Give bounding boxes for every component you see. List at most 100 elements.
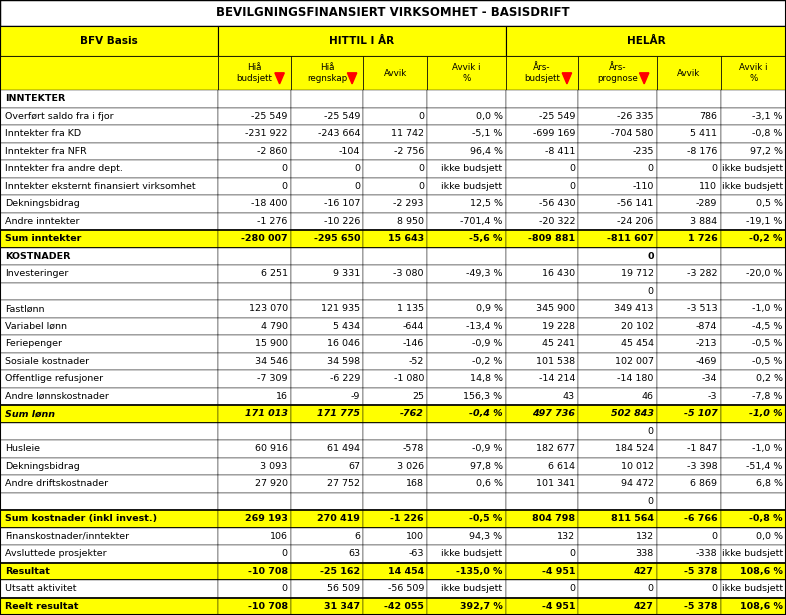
Bar <box>657 300 721 317</box>
Text: -5,6 %: -5,6 % <box>469 234 502 244</box>
Bar <box>721 563 786 580</box>
Text: -469: -469 <box>696 357 718 366</box>
Text: -280 007: -280 007 <box>241 234 288 244</box>
Bar <box>291 563 363 580</box>
Text: 0: 0 <box>711 584 718 593</box>
Bar <box>578 545 657 563</box>
Bar <box>0 265 219 282</box>
Bar <box>427 423 505 440</box>
Text: 61 494: 61 494 <box>327 444 360 453</box>
Text: -701,4 %: -701,4 % <box>460 216 502 226</box>
Text: -0,5 %: -0,5 % <box>752 339 783 348</box>
Text: -809 881: -809 881 <box>528 234 575 244</box>
Text: 168: 168 <box>406 479 424 488</box>
Bar <box>219 510 291 528</box>
Text: 349 413: 349 413 <box>615 304 654 313</box>
Bar <box>505 493 578 510</box>
Bar <box>0 563 219 580</box>
Bar <box>505 26 786 56</box>
Text: -704 580: -704 580 <box>612 129 654 138</box>
Text: -24 206: -24 206 <box>617 216 654 226</box>
Bar <box>363 423 427 440</box>
Bar <box>291 458 363 475</box>
Text: 45 454: 45 454 <box>621 339 654 348</box>
Bar <box>505 317 578 335</box>
Bar <box>363 108 427 125</box>
Bar <box>578 282 657 300</box>
Text: 171 775: 171 775 <box>318 409 360 418</box>
Bar <box>427 56 505 90</box>
Bar <box>219 160 291 178</box>
Bar <box>657 178 721 195</box>
Text: Utsatt aktivitet: Utsatt aktivitet <box>5 584 76 593</box>
Bar <box>0 282 219 300</box>
Bar <box>0 493 219 510</box>
Bar <box>657 370 721 387</box>
Text: 182 677: 182 677 <box>536 444 575 453</box>
Text: -0,9 %: -0,9 % <box>472 339 502 348</box>
Text: -10 708: -10 708 <box>248 601 288 611</box>
Bar <box>657 475 721 493</box>
Bar <box>505 475 578 493</box>
Text: -1 847: -1 847 <box>687 444 718 453</box>
Text: 0,6 %: 0,6 % <box>476 479 502 488</box>
Text: 108,6 %: 108,6 % <box>740 567 783 576</box>
Bar <box>721 300 786 317</box>
Bar <box>219 282 291 300</box>
Bar <box>219 125 291 143</box>
Bar <box>219 300 291 317</box>
Text: -34: -34 <box>702 375 718 383</box>
Bar <box>291 387 363 405</box>
Bar <box>219 493 291 510</box>
Bar <box>505 335 578 352</box>
Bar <box>0 458 219 475</box>
Bar <box>657 563 721 580</box>
Text: Overført saldo fra i fjor: Overført saldo fra i fjor <box>5 112 113 121</box>
Bar <box>363 370 427 387</box>
Bar <box>657 510 721 528</box>
Text: 31 347: 31 347 <box>324 601 360 611</box>
Bar <box>505 230 578 247</box>
Text: -1 080: -1 080 <box>394 375 424 383</box>
Text: 19 712: 19 712 <box>621 269 654 278</box>
Text: -762: -762 <box>400 409 424 418</box>
Bar <box>578 90 657 108</box>
Bar <box>363 213 427 230</box>
Text: Inntekter fra KD: Inntekter fra KD <box>5 129 81 138</box>
Text: -14 180: -14 180 <box>617 375 654 383</box>
Text: -213: -213 <box>696 339 718 348</box>
Text: ikke budsjett: ikke budsjett <box>442 182 502 191</box>
Bar <box>363 178 427 195</box>
Bar <box>0 300 219 317</box>
Bar <box>505 195 578 213</box>
Bar <box>578 528 657 545</box>
Bar <box>219 563 291 580</box>
Text: 97,2 %: 97,2 % <box>750 147 783 156</box>
Text: 0: 0 <box>648 164 654 173</box>
Text: -25 549: -25 549 <box>538 112 575 121</box>
Bar <box>219 90 291 108</box>
Bar <box>427 230 505 247</box>
Text: -146: -146 <box>402 339 424 348</box>
Bar <box>219 26 505 56</box>
Bar <box>291 510 363 528</box>
Bar <box>219 230 291 247</box>
Bar <box>427 475 505 493</box>
Bar <box>291 405 363 423</box>
Text: 46: 46 <box>641 392 654 401</box>
Bar <box>657 160 721 178</box>
Polygon shape <box>640 73 649 84</box>
Text: -1 276: -1 276 <box>257 216 288 226</box>
Bar <box>363 475 427 493</box>
Text: -9: -9 <box>351 392 360 401</box>
Bar <box>0 160 219 178</box>
Bar <box>505 528 578 545</box>
Bar <box>219 56 291 90</box>
Text: -20 322: -20 322 <box>538 216 575 226</box>
Bar <box>0 90 219 108</box>
Text: -338: -338 <box>696 549 718 558</box>
Bar <box>291 108 363 125</box>
Bar <box>505 352 578 370</box>
Text: 184 524: 184 524 <box>615 444 654 453</box>
Text: Offentlige refusjoner: Offentlige refusjoner <box>5 375 103 383</box>
